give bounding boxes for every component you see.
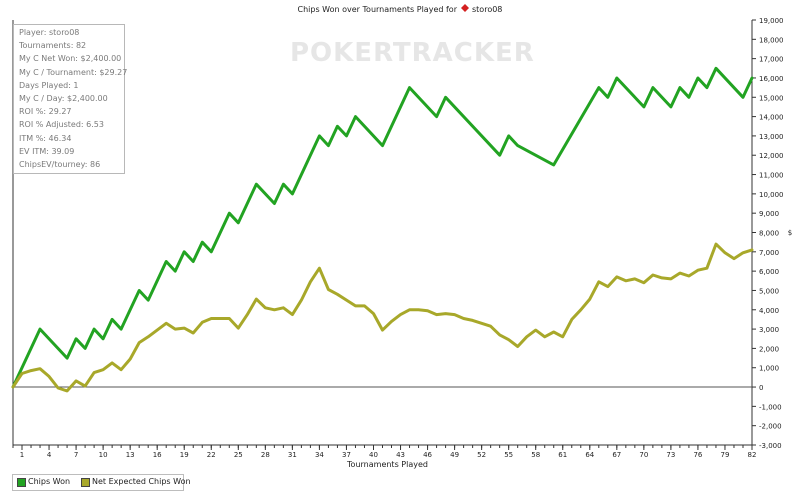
series-line-chips-won [11,66,754,389]
stat-line: ITM %: 46.34 [19,133,72,143]
x-tick-label: 1 [20,451,24,459]
stat-line: Tournaments: 82 [19,41,87,51]
legend-label-net-expected: Net Expected Chips Won [92,477,191,486]
x-tick-label: 70 [639,451,648,459]
x-tick-label: 82 [748,451,757,459]
y-tick-label: -1,000 [759,403,782,411]
x-tick-label: 43 [396,451,405,459]
chart-title: Chips Won over Tournaments Played for [298,5,458,14]
x-tick-label: 73 [666,451,675,459]
y-tick-label: 3,000 [759,326,779,334]
x-tick-label: 58 [531,451,540,459]
y-tick-label: 11,000 [759,172,784,180]
y-tick-label: 4,000 [759,307,779,315]
stat-line: ROI %: 29.27 [19,107,72,117]
x-tick-label: 31 [288,451,297,459]
x-axis-label: Tournaments Played [346,460,428,469]
x-tick-label: 28 [261,451,270,459]
x-tick-label: 16 [153,451,162,459]
x-tick-label: 25 [234,451,243,459]
x-tick-label: 52 [477,451,486,459]
y-tick-label: 0 [759,384,763,392]
y-tick-label: 13,000 [759,133,784,141]
y-tick-label: 1,000 [759,365,779,373]
x-tick-label: 34 [315,451,324,459]
x-tick-label: 67 [612,451,621,459]
x-tick-label: 13 [126,451,135,459]
y-tick-label: 15,000 [759,94,784,102]
x-tick-label: 76 [693,451,702,459]
series-line-net-expected-chips-won [11,242,754,393]
x-tick-label: 79 [721,451,730,459]
pokertracker-watermark: POKERTRACKER [290,38,535,68]
y-tick-label: 14,000 [759,114,784,122]
y-tick-label: 6,000 [759,268,779,276]
x-tick-label: 40 [369,451,378,459]
stat-line: ROI % Adjusted: 6.53 [19,120,104,130]
x-tick-label: 64 [585,451,594,459]
y-tick-label: 7,000 [759,249,779,257]
red-diamond-suit-icon [461,4,469,12]
x-tick-label: 10 [99,451,108,459]
y-tick-label: 2,000 [759,345,779,353]
y-tick-label: 8,000 [759,230,779,238]
x-tick-label: 37 [342,451,351,459]
x-tick-label: 19 [180,451,189,459]
y-tick-label: 10,000 [759,191,784,199]
x-tick-label: 7 [74,451,78,459]
stat-line: Player: storo08 [19,28,80,37]
legend-swatch-chips-won [17,478,26,487]
stat-line: ChipsEV/tourney: 86 [19,160,101,169]
x-tick-label: 55 [504,451,513,459]
chart-title-player-name: storo08 [472,5,502,14]
y-tick-label: 5,000 [759,287,779,295]
y-tick-label: -3,000 [759,442,782,450]
stat-line: Days Played: 1 [19,80,79,90]
stat-line: My C / Tournament: $29.27 [19,67,128,77]
y-tick-label: 19,000 [759,17,784,25]
stat-line: My C Net Won: $2,400.00 [19,54,122,64]
x-tick-label: 49 [450,451,459,459]
y-tick-label: 16,000 [759,75,784,83]
x-tick-label: 4 [47,451,52,459]
y-tick-label: 12,000 [759,152,784,160]
y-tick-label: 17,000 [759,56,784,64]
y-tick-label: 9,000 [759,210,779,218]
stat-line: My C / Day: $2,400.00 [19,94,108,103]
x-tick-label: 61 [558,451,567,459]
y-tick-label: 18,000 [759,36,784,44]
y-tick-label: -2,000 [759,423,782,431]
y-axis-label: $ [788,229,792,237]
player-stats-box: Player: storo08 Tournaments: 82 My C Net W… [13,24,128,174]
stat-line: EV ITM: 39.09 [19,146,75,156]
x-tick-label: 22 [207,451,216,459]
legend-swatch-net-expected [81,478,90,487]
chart-legend: Chips Won Net Expected Chips Won [12,474,191,491]
x-tick-label: 46 [423,451,432,459]
legend-label-chips-won: Chips Won [28,477,71,486]
